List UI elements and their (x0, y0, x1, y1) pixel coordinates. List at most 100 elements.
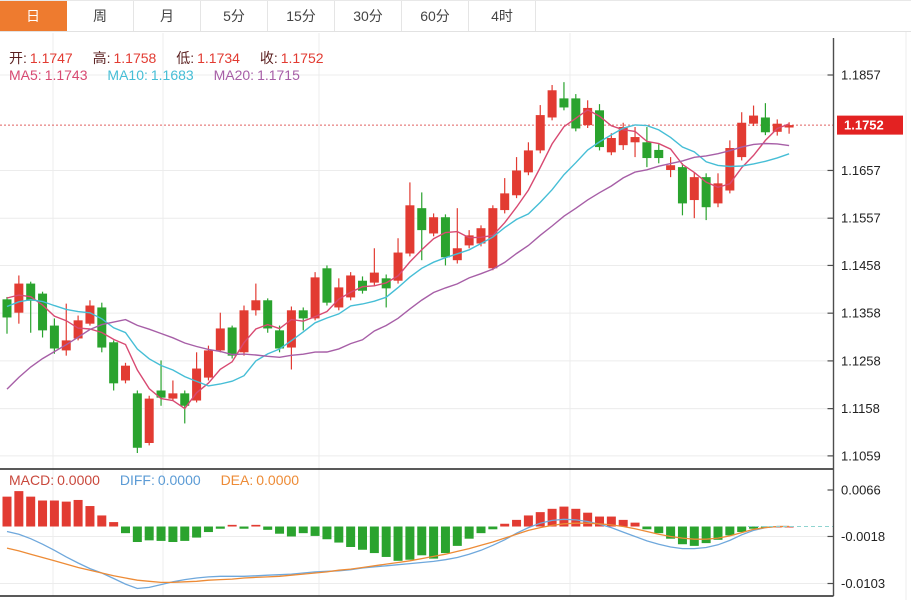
tab-week[interactable]: 周 (67, 1, 134, 31)
high-label: 高: (92, 50, 111, 66)
price-axis-label: 1.1657 (841, 163, 881, 178)
tab-day[interactable]: 日 (0, 1, 67, 31)
current-price-tag-value: 1.1752 (844, 118, 884, 133)
plot-areas (0, 38, 834, 596)
candlestick (595, 110, 604, 148)
macd-bar (97, 515, 107, 527)
macd-bar (346, 526, 356, 547)
candlestick (203, 350, 213, 378)
candlestick (476, 228, 486, 244)
close-value: 1.1752 (280, 50, 324, 66)
candlestick (109, 342, 119, 384)
macd-bar (476, 526, 486, 534)
macd-bar (227, 524, 237, 527)
candlestick (85, 305, 95, 324)
macd-bar (559, 506, 569, 527)
candlestick (405, 205, 415, 254)
candlestick (310, 277, 320, 319)
macd-bar (263, 526, 273, 530)
candlestick (440, 217, 450, 258)
candlestick (666, 165, 676, 170)
macd-bar (73, 499, 83, 527)
macd-bar (606, 516, 616, 527)
macd-bar (417, 526, 427, 556)
candlestick (784, 125, 794, 128)
macd-bar (440, 526, 450, 554)
candlestick (689, 177, 699, 201)
price-axis-label: 1.1857 (841, 68, 881, 83)
candlestick (38, 293, 48, 331)
macd-bar (49, 500, 59, 527)
candlestick (239, 310, 249, 353)
close-label: 收: (259, 50, 278, 66)
candlestick (535, 115, 545, 151)
macd-axis-label: 0.0066 (841, 483, 881, 498)
macd-bar (168, 526, 178, 543)
candlestick (571, 98, 581, 129)
tab-30min[interactable]: 30分 (335, 1, 402, 31)
candlestick (642, 142, 652, 159)
macd-bar (239, 526, 249, 529)
tab-month[interactable]: 月 (134, 1, 201, 31)
candlestick (358, 280, 367, 291)
macd-bar (571, 508, 581, 527)
open-label: 开: (9, 50, 27, 66)
candlestick (192, 368, 202, 401)
ma20-line (6, 142, 790, 390)
ma-readout: MA5: 1.1743 MA10: 1.1683 MA20: 1.1715 (9, 67, 316, 83)
macd-histogram (2, 491, 794, 561)
candlestick (132, 393, 142, 448)
tab-60min[interactable]: 60分 (402, 1, 469, 31)
candlestick (227, 327, 237, 356)
candlestick (523, 150, 533, 173)
candlestick (215, 328, 225, 351)
open-value: 1.1747 (29, 50, 73, 66)
macd-bar (535, 512, 545, 527)
macd-bar (215, 526, 225, 529)
timeframe-tabbar: 日周月 5分 15分 30分 60分 4时 (0, 0, 911, 32)
candlestick (772, 123, 782, 132)
macd-bar (642, 526, 652, 530)
price-axis-label: 1.1557 (841, 211, 881, 226)
tab-5min[interactable]: 5分 (201, 1, 268, 31)
macd-axis: 0.0066 -0.0018 -0.0103 (827, 483, 885, 591)
macd-bar (251, 524, 261, 527)
tab-15min[interactable]: 15分 (268, 1, 335, 31)
macd-bar (26, 496, 36, 527)
macd-bar (61, 501, 71, 527)
main-plot-area[interactable] (0, 38, 834, 469)
candlestick (760, 117, 770, 133)
candlestick (547, 90, 557, 118)
price-axis-label: 1.1358 (841, 306, 881, 321)
ma5-label: MA5: (9, 67, 42, 83)
macd-bar (666, 526, 676, 539)
candlestick (14, 283, 24, 313)
ma10-line (6, 124, 790, 387)
price-axis-label: 1.1158 (841, 401, 880, 416)
candlestick (512, 170, 522, 196)
tab-4hour[interactable]: 4时 (469, 1, 536, 31)
candlestick (606, 138, 616, 153)
candlestick (749, 115, 759, 124)
candlestick (286, 310, 296, 348)
candlestick (144, 398, 154, 443)
candlestick (713, 183, 723, 204)
ma10-value: 1.1683 (150, 67, 194, 83)
macd-bar (393, 526, 403, 561)
macd-bar (595, 516, 604, 527)
diff-line (6, 518, 790, 590)
dea-value: 0.0000 (256, 472, 300, 488)
candlestick (168, 393, 178, 399)
macd-bar (144, 526, 154, 541)
macd-bar (132, 526, 142, 543)
macd-bar (156, 526, 166, 541)
macd-bar (452, 526, 462, 546)
macd-bar (109, 522, 119, 527)
macd-bar (38, 500, 48, 527)
macd-bar (381, 526, 391, 557)
price-tag: 1.1752 (837, 115, 903, 135)
macd-bar (547, 508, 557, 527)
candlestick (417, 208, 427, 231)
